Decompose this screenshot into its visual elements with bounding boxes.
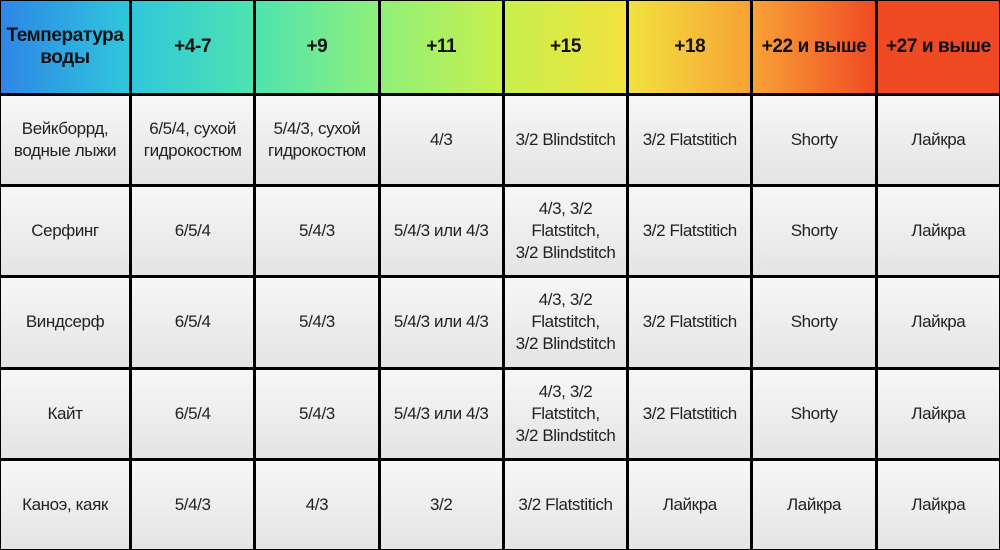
table-cell: 5/4/3 или 4/3	[380, 369, 502, 458]
table-cell: Лайкра	[877, 187, 999, 276]
table-cell: Shorty	[753, 278, 875, 367]
table-cell: 5/4/3	[256, 278, 378, 367]
table-cell: Shorty	[753, 369, 875, 458]
table-cell: 6/5/4, сухой гидрокостюм	[132, 96, 254, 185]
table-cell: 5/4/3	[256, 369, 378, 458]
table-cell: 4/3	[256, 460, 378, 549]
table-cell: Лайкра	[753, 460, 875, 549]
table-cell: 6/5/4	[132, 278, 254, 367]
table-cell: Лайкра	[877, 278, 999, 367]
table-cell: 6/5/4	[132, 369, 254, 458]
table-cell: 3/2 Flatstitich	[629, 278, 751, 367]
table-cell: 3/2 Flatstitich	[629, 187, 751, 276]
row-label: Виндсерф	[1, 278, 129, 367]
table-cell: 3/2 Blindstitch	[504, 96, 627, 185]
table-cell: Shorty	[753, 96, 875, 185]
table-cell: 5/4/3, сухой гидрокостюм	[256, 96, 378, 185]
table-cell: 4/3	[380, 96, 502, 185]
table-cell: 4/3, 3/2 Flatstitch, 3/2 Blindstitch	[504, 187, 627, 276]
table-cell: 5/4/3 или 4/3	[380, 187, 502, 276]
table-cell: 3/2 Flatstitich	[629, 96, 751, 185]
table-cell: Лайкра	[629, 460, 751, 549]
table-cell: 5/4/3 или 4/3	[380, 278, 502, 367]
table-cell: 3/2	[380, 460, 502, 549]
header-cell: +4-7	[132, 1, 254, 93]
table-cell: 3/2 Flatstitich	[629, 369, 751, 458]
header-cell: +27 и выше	[877, 1, 999, 93]
header-cell: +18	[629, 1, 751, 93]
row-label: Серфинг	[1, 187, 129, 276]
table-cell: 6/5/4	[132, 187, 254, 276]
header-cell: Температура воды	[1, 1, 129, 93]
header-cell: +11	[380, 1, 502, 93]
header-cell: +9	[256, 1, 378, 93]
table-cell: 5/4/3	[132, 460, 254, 549]
table-cell: 3/2 Flatstitich	[504, 460, 627, 549]
header-cell: +22 и выше	[753, 1, 875, 93]
table-cell: Лайкра	[877, 369, 999, 458]
table-cell: Лайкра	[877, 96, 999, 185]
table-cell: 5/4/3	[256, 187, 378, 276]
row-label: Каноэ, каяк	[1, 460, 129, 549]
table-cell: Лайкра	[877, 460, 999, 549]
table-cell: 4/3, 3/2 Flatstitch, 3/2 Blindstitch	[504, 369, 627, 458]
table-cell: 4/3, 3/2 Flatstitch, 3/2 Blindstitch	[504, 278, 627, 367]
row-label: Кайт	[1, 369, 129, 458]
header-cell: +15	[504, 1, 627, 93]
table-cell: Shorty	[753, 187, 875, 276]
row-label: Вейкборрд, водные лыжи	[1, 96, 129, 185]
